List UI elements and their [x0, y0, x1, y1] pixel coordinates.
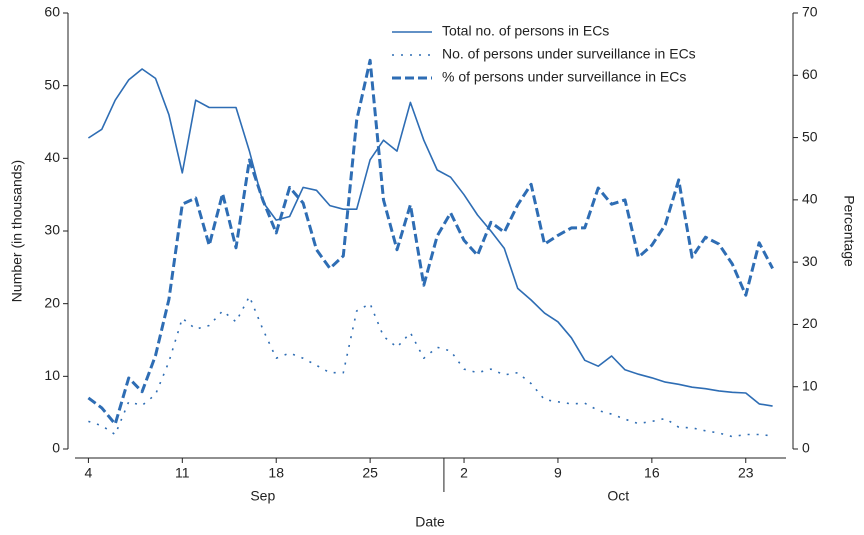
x-tick-label: 2: [460, 465, 468, 481]
x-axis-title: Date: [415, 514, 445, 530]
y-tick-label: 60: [44, 4, 60, 20]
y-tick-label: 50: [44, 76, 60, 92]
y2-tick-label: 60: [802, 66, 818, 82]
y2-tick-label: 20: [802, 315, 818, 331]
x-tick-label: 25: [362, 465, 378, 481]
legend-label: % of persons under surveillance in ECs: [442, 69, 686, 85]
x-group-label: Sep: [250, 488, 275, 504]
x-tick-label: 11: [175, 465, 190, 481]
y-axis-title: Number (in thousands): [9, 160, 25, 302]
y2-tick-label: 40: [802, 191, 818, 207]
y2-tick-label: 10: [802, 377, 818, 393]
x-tick-label: 23: [738, 465, 754, 481]
y2-tick-label: 50: [802, 128, 818, 144]
series-line: [88, 295, 773, 438]
y-tick-label: 30: [44, 222, 60, 238]
y2-tick-label: 0: [802, 440, 810, 456]
x-tick-label: 4: [85, 465, 93, 481]
y-tick-label: 40: [44, 149, 60, 165]
x-tick-label: 16: [644, 465, 660, 481]
y-tick-label: 10: [44, 367, 60, 383]
series-line: [87, 68, 773, 407]
y-tick-label: 0: [52, 440, 60, 456]
y-tick-label: 20: [44, 294, 60, 310]
legend-label: Total no. of persons in ECs: [442, 23, 609, 39]
x-tick-label: 9: [554, 465, 562, 481]
x-tick-label: 18: [268, 465, 284, 481]
legend-label: No. of persons under surveillance in ECs: [442, 46, 696, 62]
y2-tick-label: 30: [802, 253, 818, 269]
x-group-label: Oct: [607, 488, 629, 504]
y2-tick-label: 70: [802, 4, 818, 20]
series-line: [87, 58, 774, 426]
y2-axis-title: Percentage: [841, 195, 857, 267]
